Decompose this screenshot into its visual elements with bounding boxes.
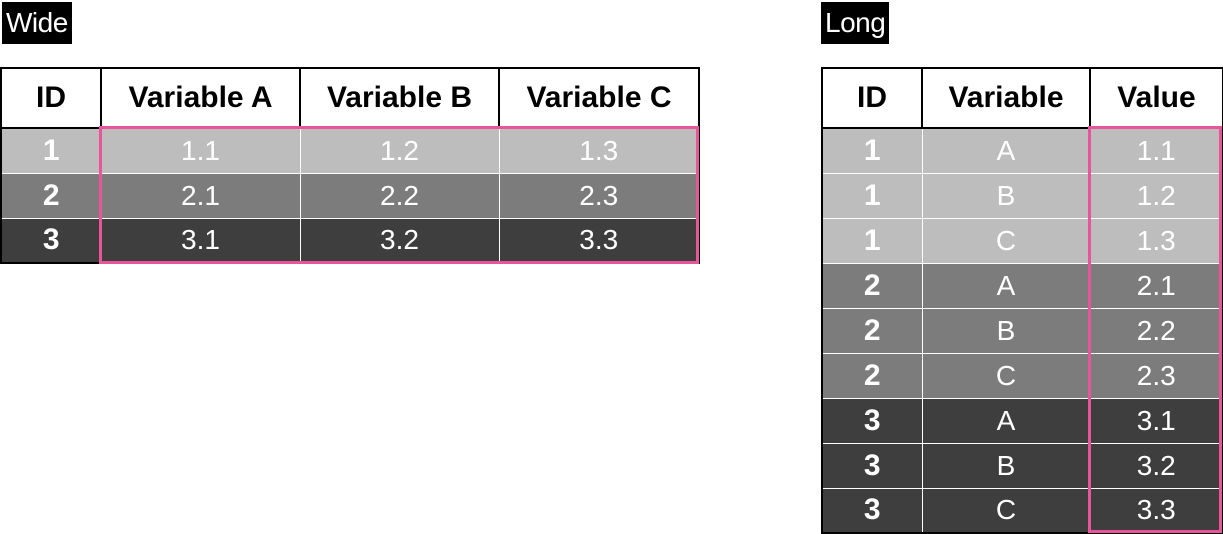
long-cell-variable: C <box>921 217 1091 264</box>
long-header-row: ID Variable Value <box>821 67 1223 129</box>
table-row: 3 3.1 3.2 3.3 <box>0 217 700 264</box>
table-row: 2 A 2.1 <box>821 262 1223 309</box>
long-table: ID Variable Value 1 A 1.1 1 B 1.2 1 C 1.… <box>821 67 1223 534</box>
long-cell-value: 3.1 <box>1089 397 1223 444</box>
wide-header-variable-b: Variable B <box>299 67 500 129</box>
wide-cell-id: 3 <box>0 217 102 264</box>
long-cell-id: 3 <box>821 487 923 534</box>
long-cell-value: 3.3 <box>1089 487 1223 534</box>
wide-header-variable-c: Variable C <box>498 67 700 129</box>
wide-label: Wide <box>2 2 72 44</box>
long-header-id: ID <box>821 67 923 129</box>
table-row: 1 B 1.2 <box>821 172 1223 219</box>
long-cell-value: 1.3 <box>1089 217 1223 264</box>
table-row: 2 C 2.3 <box>821 352 1223 399</box>
long-label: Long <box>821 2 890 44</box>
wide-cell-value: 3.2 <box>299 217 500 264</box>
wide-cell-id: 1 <box>0 127 102 174</box>
table-row: 1 1.1 1.2 1.3 <box>0 127 700 174</box>
table-row: 3 C 3.3 <box>821 487 1223 534</box>
table-row: 1 A 1.1 <box>821 127 1223 174</box>
table-row: 3 A 3.1 <box>821 397 1223 444</box>
wide-header-variable-a: Variable A <box>100 67 301 129</box>
wide-table: ID Variable A Variable B Variable C 1 1.… <box>0 67 700 264</box>
long-cell-id: 3 <box>821 442 923 489</box>
long-cell-variable: A <box>921 127 1091 174</box>
long-cell-value: 1.1 <box>1089 127 1223 174</box>
table-row: 3 B 3.2 <box>821 442 1223 489</box>
long-cell-id: 1 <box>821 127 923 174</box>
long-cell-variable: B <box>921 307 1091 354</box>
long-cell-variable: C <box>921 487 1091 534</box>
long-cell-value: 1.2 <box>1089 172 1223 219</box>
wide-cell-value: 1.1 <box>100 127 301 174</box>
long-header-value: Value <box>1089 67 1223 129</box>
wide-cell-id: 2 <box>0 172 102 219</box>
wide-header-row: ID Variable A Variable B Variable C <box>0 67 700 129</box>
wide-cell-value: 2.1 <box>100 172 301 219</box>
long-cell-variable: A <box>921 397 1091 444</box>
wide-header-id: ID <box>0 67 102 129</box>
wide-cell-value: 2.2 <box>299 172 500 219</box>
long-cell-id: 1 <box>821 172 923 219</box>
long-cell-id: 2 <box>821 262 923 309</box>
long-cell-id: 2 <box>821 352 923 399</box>
long-cell-id: 1 <box>821 217 923 264</box>
long-cell-id: 3 <box>821 397 923 444</box>
long-cell-variable: C <box>921 352 1091 399</box>
wide-cell-value: 3.3 <box>498 217 700 264</box>
long-cell-value: 2.2 <box>1089 307 1223 354</box>
wide-cell-value: 1.3 <box>498 127 700 174</box>
long-cell-value: 2.3 <box>1089 352 1223 399</box>
table-row: 2 B 2.2 <box>821 307 1223 354</box>
long-cell-variable: B <box>921 172 1091 219</box>
long-header-variable: Variable <box>921 67 1091 129</box>
table-row: 1 C 1.3 <box>821 217 1223 264</box>
wide-cell-value: 3.1 <box>100 217 301 264</box>
wide-cell-value: 1.2 <box>299 127 500 174</box>
long-cell-variable: B <box>921 442 1091 489</box>
table-row: 2 2.1 2.2 2.3 <box>0 172 700 219</box>
long-cell-value: 2.1 <box>1089 262 1223 309</box>
long-cell-id: 2 <box>821 307 923 354</box>
long-cell-variable: A <box>921 262 1091 309</box>
long-cell-value: 3.2 <box>1089 442 1223 489</box>
wide-cell-value: 2.3 <box>498 172 700 219</box>
